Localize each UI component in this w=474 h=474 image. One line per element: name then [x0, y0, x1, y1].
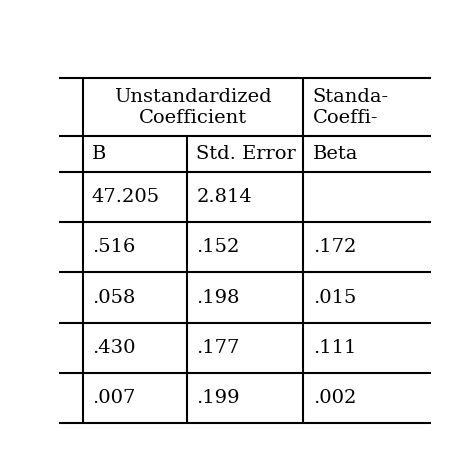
Text: B: B — [92, 146, 106, 163]
Text: Unstandardized
Coefficient: Unstandardized Coefficient — [114, 88, 272, 127]
Text: .007: .007 — [92, 389, 135, 407]
Text: 2.814: 2.814 — [196, 188, 252, 206]
Text: .152: .152 — [196, 238, 240, 256]
Text: Beta: Beta — [313, 146, 358, 163]
Text: .111: .111 — [313, 338, 356, 356]
Text: .199: .199 — [196, 389, 240, 407]
Text: .198: .198 — [196, 289, 240, 307]
Text: Std. Error: Std. Error — [196, 146, 296, 163]
Text: .172: .172 — [313, 238, 356, 256]
Text: .015: .015 — [313, 289, 356, 307]
Text: .058: .058 — [92, 289, 135, 307]
Text: .002: .002 — [313, 389, 356, 407]
Text: .177: .177 — [196, 338, 240, 356]
Text: Standa-
Coeffi-: Standa- Coeffi- — [313, 88, 389, 127]
Text: 47.205: 47.205 — [92, 188, 160, 206]
Text: .430: .430 — [92, 338, 135, 356]
Text: .516: .516 — [92, 238, 135, 256]
